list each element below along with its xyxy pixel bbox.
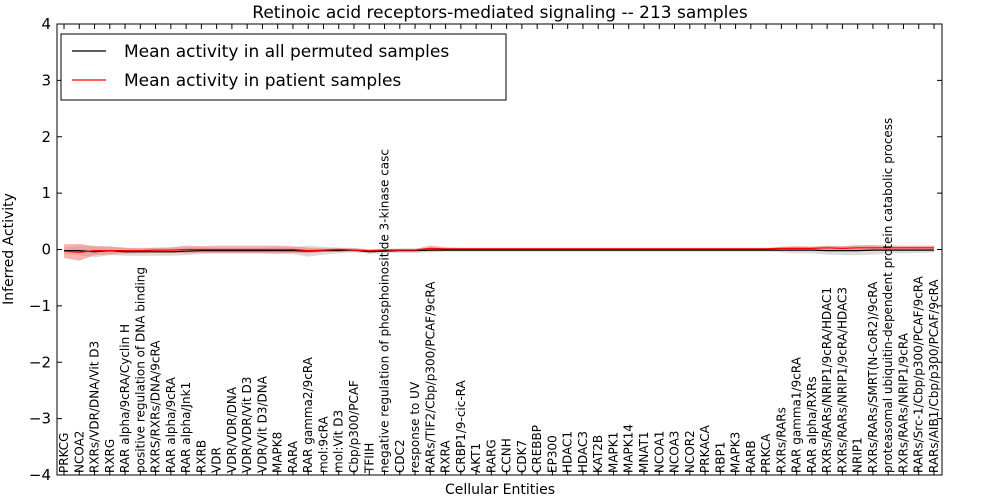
x-tick-label: RXRs/RARs/NRIP1/9cRA (897, 332, 911, 473)
x-tick-label: RXRs/VDR/DNA/Vit D3 (88, 341, 102, 473)
band-patient (64, 243, 934, 261)
x-tick-label: VDR/Vit D3/DNA (255, 375, 269, 473)
y-tick-label: 0 (41, 241, 51, 259)
x-tick-label: AKT1 (469, 443, 483, 473)
line-patient (63, 247, 934, 253)
x-tick-label: RXRA (439, 440, 453, 473)
x-tick-label: RXRs/RARs/NRIP1/9cRA/HDAC1 (820, 287, 834, 473)
confidence-bands (64, 243, 934, 261)
x-tick-label: CREBBP (530, 425, 544, 473)
y-tick-label: 4 (41, 15, 51, 33)
x-tick-label: PRKACA (698, 424, 712, 473)
x-tick-label: PRKCA (759, 433, 773, 473)
x-tick-label: RARB (744, 440, 758, 473)
x-tick-label: RXRs/RARs (774, 407, 788, 473)
x-tick-label: VDR (210, 447, 224, 473)
x-tick-label: CCNH (500, 438, 514, 473)
x-tick-label: MAPK8 (271, 432, 285, 473)
series-lines (63, 247, 934, 253)
x-tick-label: RAR alpha/9cRA (164, 376, 178, 473)
x-tick-label: RXRs/RARs/SMRT(N-CoR2)/9cRA (866, 281, 880, 473)
x-tick-label: TFIIH (362, 443, 376, 474)
y-tick-label: 1 (41, 184, 51, 202)
x-tick-label: mol:9cRA (317, 416, 331, 473)
x-tick-label: NRIP1 (851, 437, 865, 473)
y-tick-label: −3 (29, 410, 51, 428)
x-tick-label: MAPK3 (729, 432, 743, 473)
x-tick-label: RARs/AIB1/Cbp/p300/PCAF/9cRA (927, 279, 941, 473)
x-tick-label: CDC2 (393, 439, 407, 473)
x-tick-label: RBP1 (713, 442, 727, 473)
x-tick-label: RARA (286, 440, 300, 473)
x-tick-label: negative regulation of phosphoinositide … (378, 149, 392, 473)
x-tick-label: RXRs/RARs/NRIP1/9cRA/HDAC3 (835, 287, 849, 473)
x-tick-label: RAR alpha/Jnk1 (179, 382, 193, 473)
x-tick-label: CDK7 (515, 440, 529, 473)
y-axis-label: Inferred Activity (1, 193, 17, 305)
y-tick-label: −2 (29, 353, 51, 371)
x-tick-label: RAR gamma1/9cRA (790, 356, 804, 473)
x-axis-label: Cellular Entities (445, 482, 555, 498)
x-tick-label: positive regulation of DNA binding (133, 267, 147, 473)
legend: Mean activity in all permuted samples Me… (60, 33, 507, 101)
x-tick-label: RAR alpha/RXRs (805, 376, 819, 473)
line-permuted (64, 249, 934, 253)
x-tick-label: RAR alpha/9cRA/Cyclin H (118, 324, 132, 473)
y-tick-label: −1 (29, 297, 51, 315)
legend-label-patient: Mean activity in patient samples (124, 71, 401, 91)
x-tick-label: MNAT1 (637, 431, 651, 473)
x-tick-label: NCOA2 (72, 431, 86, 473)
legend-label-permuted: Mean activity in all permuted samples (124, 42, 449, 62)
x-tick-label: MAPK14 (622, 424, 636, 473)
y-tick-label: 2 (41, 128, 51, 146)
x-tick-label: RARs/Src-1/Cbp/p300/PCAF/9cRA (912, 275, 926, 473)
x-tick-label: PRKCG (57, 433, 71, 473)
y-tick-label: −4 (29, 466, 51, 484)
x-tick-label: HDAC1 (561, 431, 575, 473)
x-tick-label: proteasomal ubiquitin-dependent protein … (881, 118, 895, 473)
x-tick-label: CRBP1/9-cic-RA (454, 379, 468, 473)
x-tick-label: RXRB (194, 440, 208, 473)
x-tick-label: VDR/VDR/Vit D3 (240, 377, 254, 473)
x-tick-label: RARs/TIF2/Cbp/p300/PCAF/9cRA (423, 281, 437, 473)
x-tick-label: NCOA1 (652, 431, 666, 473)
x-tick-label: RXRG (103, 439, 117, 473)
legend-box (60, 33, 507, 101)
x-tick-label: NCOR2 (683, 430, 697, 473)
chart-title: Retinoic acid receptors-mediated signali… (252, 3, 748, 23)
x-axis: PRKCG NCOA2 RXRs/VDR/DNA/Vit D3 RXRG RAR alp… (57, 24, 941, 475)
x-tick-label: response to UV (408, 381, 422, 473)
y-tick-label: 3 (41, 71, 51, 89)
y-axis: −4 −3 −2 −1 0 1 2 3 4 (29, 15, 942, 484)
x-tick-label: KAT2B (591, 435, 605, 473)
x-tick-label: RXRS/RXRs/DNA/9cRA (149, 340, 163, 473)
x-tick-label: MAPK1 (607, 432, 621, 473)
x-tick-label: EP300 (545, 435, 559, 473)
x-tick-label: VDR/VDR/DNA (225, 386, 239, 473)
x-tick-label: HDAC3 (576, 431, 590, 473)
x-tick-label: RAR gamma2/9cRA (301, 356, 315, 473)
x-tick-label: RARG (484, 439, 498, 473)
x-tick-label: Cbp/p300/PCAF (347, 380, 361, 473)
x-tick-label: mol:Vit D3 (332, 410, 346, 473)
x-tick-label: NCOA3 (668, 431, 682, 473)
